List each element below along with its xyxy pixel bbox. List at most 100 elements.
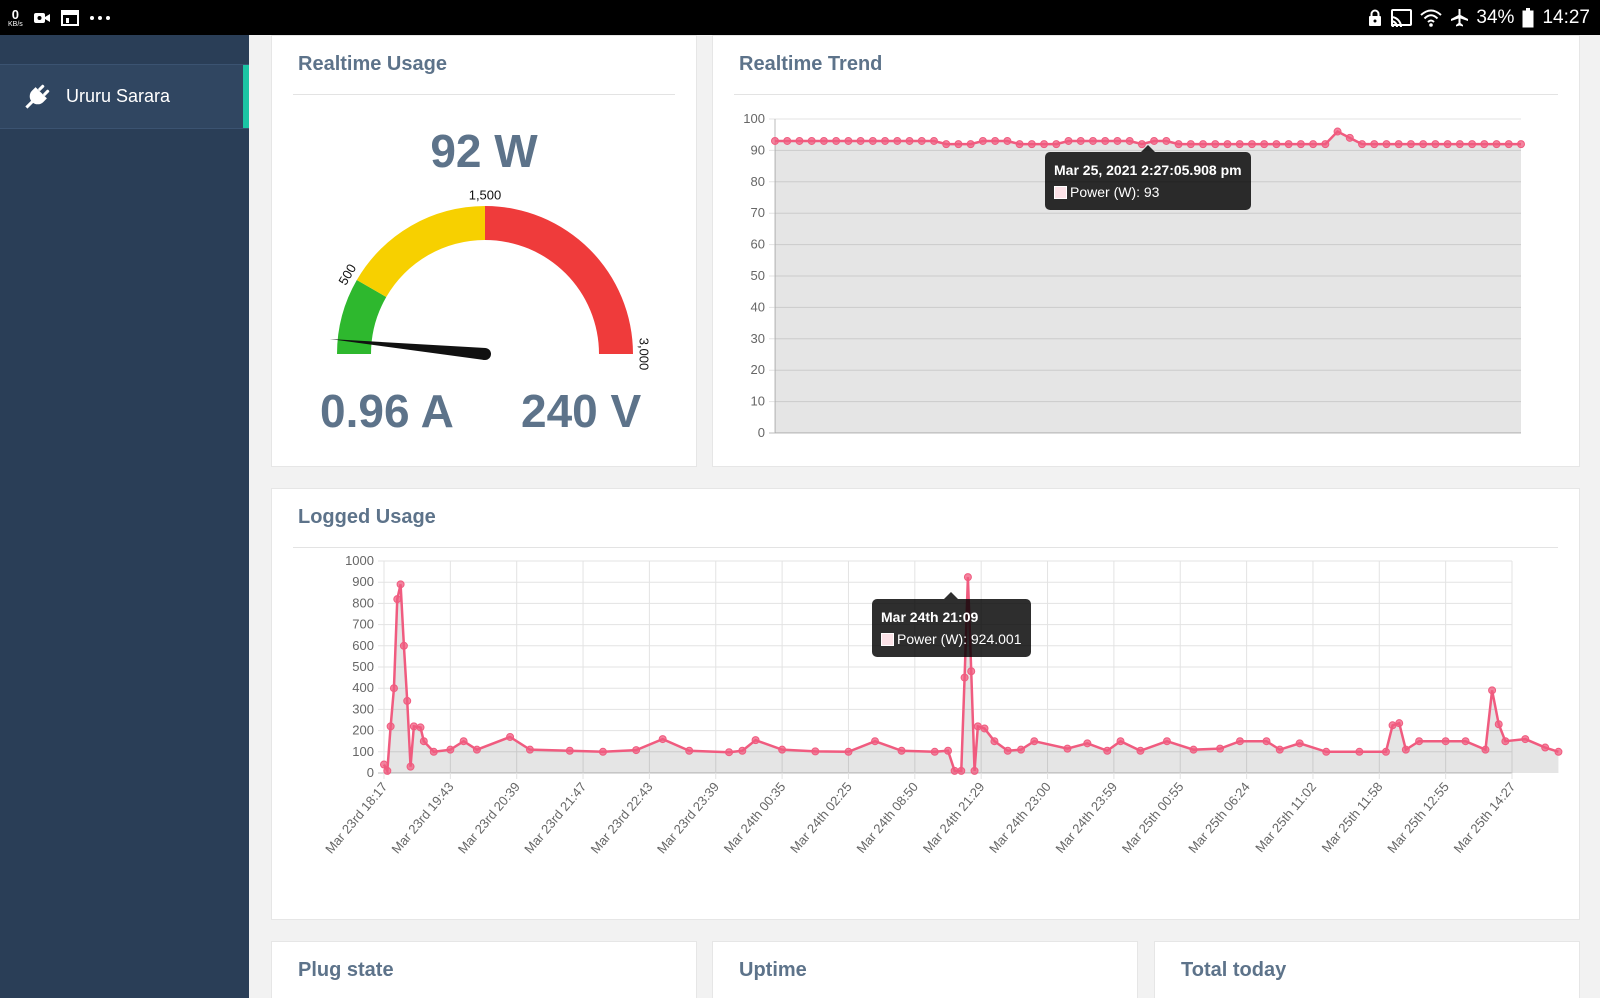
data-point (389, 684, 398, 693)
data-point (1381, 747, 1390, 756)
data-point (1521, 735, 1530, 744)
data-point (416, 723, 425, 732)
data-point (1517, 140, 1525, 149)
data-point (1296, 140, 1305, 149)
gauge-tick-label: 3,000 (637, 338, 652, 371)
data-point (811, 747, 820, 756)
data-point (980, 724, 989, 733)
data-point (1162, 136, 1171, 145)
data-point (1211, 140, 1220, 149)
data-point (1186, 140, 1195, 149)
data-point (1262, 737, 1271, 746)
tooltip-title: Mar 24th 21:09 (881, 609, 979, 625)
data-point (1113, 136, 1122, 145)
logged-usage-chart[interactable]: 0 100 200 300 400 500 600 700 800 900 1000 Mar 23rd… (272, 489, 1581, 921)
data-point (844, 136, 853, 145)
data-point (1295, 739, 1304, 748)
data-point (1431, 140, 1440, 149)
data-point (1125, 136, 1134, 145)
data-point (1027, 140, 1036, 149)
power-reading: 92 W (430, 125, 538, 177)
plug-state-card: Plug state (271, 941, 697, 998)
data-point (991, 136, 1000, 145)
data-point (1419, 140, 1428, 149)
realtime-trend-chart[interactable]: 0 10 20 30 40 50 60 70 80 90 100 (713, 36, 1581, 468)
data-point (1016, 745, 1025, 754)
data-point (1247, 140, 1256, 149)
data-point (658, 735, 667, 744)
network-speed-unit: KB/s (8, 21, 23, 28)
data-point (868, 136, 877, 145)
y-tick-label: 40 (751, 299, 765, 314)
x-tick-label: Mar 23rd 18:17 (322, 779, 390, 856)
y-tick-label: 80 (751, 174, 765, 189)
data-point (751, 736, 760, 745)
data-point (1116, 737, 1125, 746)
data-point (1395, 719, 1404, 728)
data-point (1382, 140, 1391, 149)
data-point (1461, 737, 1470, 746)
data-point (1235, 737, 1244, 746)
data-point (771, 136, 779, 145)
data-point (1235, 140, 1244, 149)
data-point (778, 745, 787, 754)
y-tick-label: 800 (352, 595, 374, 610)
data-point (1030, 737, 1039, 746)
data-point (1284, 140, 1293, 149)
data-point (957, 766, 966, 775)
network-speed: 0 KB/s (8, 8, 23, 28)
sidebar-item-label: Ururu Sarara (66, 86, 171, 106)
x-tick-label: Mar 23rd 21:47 (521, 779, 589, 856)
data-point (725, 748, 734, 757)
gauge-tick-label: 1,500 (469, 187, 502, 202)
data-point (1003, 746, 1012, 755)
data-point (1174, 140, 1183, 149)
data-point (506, 732, 515, 741)
y-tick-label: 0 (367, 765, 374, 780)
data-point (1455, 140, 1464, 149)
data-point (1488, 686, 1497, 695)
data-point (954, 140, 963, 149)
tooltip-label: Power (W): 924.001 (897, 631, 1022, 647)
y-tick-label: 400 (352, 680, 374, 695)
gauge-band-1 (356, 206, 485, 297)
data-point (960, 673, 969, 682)
sidebar-item-ururu-sarara[interactable]: Ururu Sarara (0, 64, 249, 129)
y-tick-label: 300 (352, 701, 374, 716)
data-point (1333, 127, 1342, 136)
data-point (1494, 720, 1503, 729)
data-point (930, 747, 939, 756)
data-point (396, 580, 405, 589)
data-point (1443, 140, 1452, 149)
data-point (1052, 140, 1061, 149)
x-tick-label: Mar 24th 21:29 (920, 779, 988, 856)
data-point (1150, 136, 1159, 145)
window-icon (60, 10, 79, 26)
y-tick-label: 900 (352, 574, 374, 589)
divider (734, 94, 1558, 95)
sidebar: Ururu Sarara (0, 35, 249, 998)
data-point (929, 136, 938, 145)
data-point (783, 136, 792, 145)
more-dots-icon (89, 16, 110, 20)
logged-usage-title: Logged Usage (298, 506, 436, 528)
x-tick-label: Mar 25th 11:58 (1319, 779, 1386, 855)
network-speed-value: 0 (11, 7, 20, 22)
data-point (807, 136, 816, 145)
data-point (403, 696, 412, 705)
y-tick-label: 50 (751, 268, 765, 283)
data-point (1063, 744, 1072, 753)
x-tick-label: Mar 24th 02:25 (787, 779, 855, 856)
y-tick-label: 70 (751, 205, 765, 220)
realtime-trend-tooltip: Mar 25, 2021 2:27:05.908 pm Power (W): 9… (1045, 145, 1251, 210)
data-point (380, 760, 388, 769)
x-tick-label: Mar 25th 06:24 (1185, 779, 1253, 856)
tooltip-title: Mar 25, 2021 2:27:05.908 pm (1054, 162, 1242, 178)
data-point (393, 595, 402, 604)
data-point (685, 746, 694, 755)
y-tick-label: 30 (751, 331, 765, 346)
data-point (1101, 136, 1110, 145)
y-tick-label: 10 (751, 394, 765, 409)
y-tick-label: 60 (751, 237, 765, 252)
data-point (1272, 140, 1281, 149)
